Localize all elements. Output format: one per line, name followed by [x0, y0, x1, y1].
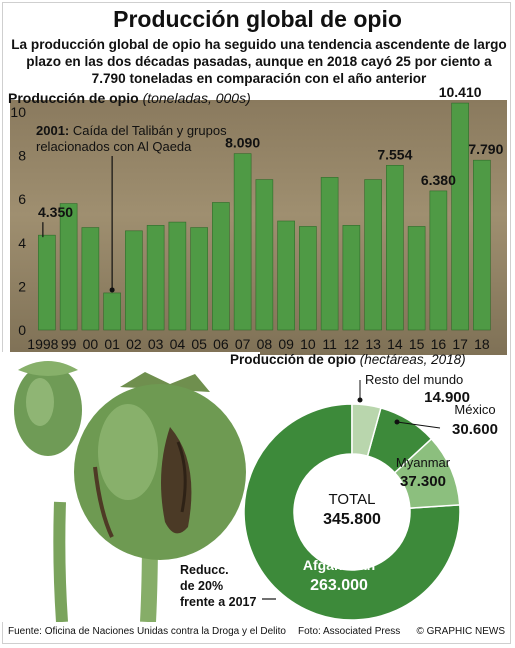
slice-value: 263.000	[310, 577, 368, 594]
bar-data-label: 7.554	[377, 146, 412, 162]
slice-value: 14.900	[424, 389, 470, 406]
y-tick-label: 8	[18, 148, 26, 164]
slice-name: Afganistán	[303, 557, 375, 573]
bar	[38, 234, 56, 331]
bar	[429, 190, 448, 331]
donut-total-value: 345.800	[323, 511, 381, 528]
y-tick-label: 6	[18, 191, 26, 207]
slice-leader	[396, 421, 441, 429]
bar	[146, 225, 165, 331]
x-tick-label: 1998	[27, 336, 58, 352]
annotation-line-1: 2001: Caída del Talibán y grupos	[36, 123, 227, 138]
bar	[277, 220, 295, 331]
bar	[168, 221, 187, 331]
x-tick-label: 05	[191, 336, 207, 352]
slice-value: 37.300	[400, 473, 446, 490]
bar	[212, 202, 230, 331]
x-tick-label: 12	[344, 336, 360, 352]
x-tick-label: 03	[148, 336, 164, 352]
bar-chart-heading: Producción de opio (toneladas, 000s)	[8, 90, 251, 106]
bar-chart-unit: (toneladas, 000s)	[142, 90, 251, 106]
slice-leader-dot	[394, 419, 400, 425]
slice-name: México	[454, 402, 495, 417]
annotation-text: Caída del Talibán y grupos	[73, 123, 227, 138]
source-note: Fuente: Oficina de Naciones Unidas contr…	[8, 626, 286, 637]
x-tick-label: 08	[257, 336, 273, 352]
page-title: Producción global de opio	[113, 6, 402, 32]
x-tick-label: 06	[213, 336, 229, 352]
x-tick-label: 09	[278, 336, 294, 352]
bar	[386, 165, 404, 331]
x-tick-label: 07	[235, 336, 251, 352]
donut-chart-title: Producción de opio	[230, 352, 357, 367]
bar	[125, 230, 143, 331]
bar-data-label: 7.790	[468, 141, 503, 157]
donut-chart-heading: Producción de opio (hectáreas, 2018)	[230, 352, 466, 367]
x-tick-label: 01	[104, 336, 120, 352]
bar	[451, 102, 469, 331]
donut-slice	[393, 437, 461, 509]
poppy-illustration	[0, 352, 260, 622]
donut-slice	[243, 403, 461, 621]
bar	[81, 227, 100, 331]
bar	[299, 226, 317, 331]
reduction-note: frente a 2017	[180, 595, 256, 609]
bar-data-label: 8.090	[225, 135, 260, 151]
slice-name: Resto del mundo	[365, 372, 463, 387]
x-tick-label: 14	[387, 336, 403, 352]
annotation-line-2: relacionados con Al Qaeda	[36, 139, 192, 154]
bar	[190, 227, 208, 331]
bar	[103, 292, 121, 331]
infographic-frame	[2, 2, 511, 644]
x-tick-label: 15	[409, 336, 425, 352]
x-tick-label: 02	[126, 336, 142, 352]
bar-data-label: 4.350	[38, 204, 73, 220]
y-tick-label: 2	[18, 278, 26, 294]
reduction-note: Reducc.	[180, 563, 229, 577]
bar	[59, 203, 78, 331]
donut-chart-unit: (hectáreas, 2018)	[359, 352, 466, 367]
annotation-year: 2001:	[36, 123, 73, 138]
page-subtitle: La producción global de opio ha seguido …	[11, 37, 507, 86]
bar	[320, 177, 339, 331]
bar-data-label: 6.380	[421, 172, 456, 188]
x-tick-label: 10	[300, 336, 316, 352]
bar	[255, 179, 274, 331]
bar	[364, 179, 382, 331]
annotation-dot	[109, 287, 115, 293]
x-tick-label: 00	[83, 336, 99, 352]
x-tick-label: 11	[322, 336, 337, 352]
donut-slice	[351, 403, 382, 458]
x-tick-label: 13	[365, 336, 381, 352]
x-tick-label: 99	[61, 336, 77, 352]
x-tick-label: 17	[452, 336, 468, 352]
x-tick-label: 18	[474, 336, 490, 352]
bar	[407, 226, 426, 331]
slice-leader-dot	[357, 397, 363, 403]
x-tick-label: 04	[170, 336, 186, 352]
bar-chart-title: Producción de opio	[8, 90, 139, 106]
y-tick-label: 10	[10, 104, 26, 120]
reduction-note: de 20%	[180, 579, 223, 593]
donut-total-label: TOTAL	[329, 491, 376, 508]
bar	[342, 225, 361, 331]
donut-chart: TOTAL 345.800 Afganistán 263.000 Myanmar 37.3…	[180, 372, 498, 621]
x-tick-label: 16	[431, 336, 447, 352]
y-tick-label: 4	[18, 235, 26, 251]
y-tick-label: 0	[18, 322, 26, 338]
bar	[233, 153, 252, 331]
donut-slice	[366, 407, 433, 474]
photo-credit: Foto: Associated Press	[298, 626, 401, 637]
slice-name: Myanmar	[396, 455, 451, 470]
bar-data-label: 10.410	[439, 84, 482, 100]
copyright-note: © GRAPHIC NEWS	[416, 626, 506, 637]
slice-value: 30.600	[452, 421, 498, 438]
bar	[473, 159, 491, 331]
